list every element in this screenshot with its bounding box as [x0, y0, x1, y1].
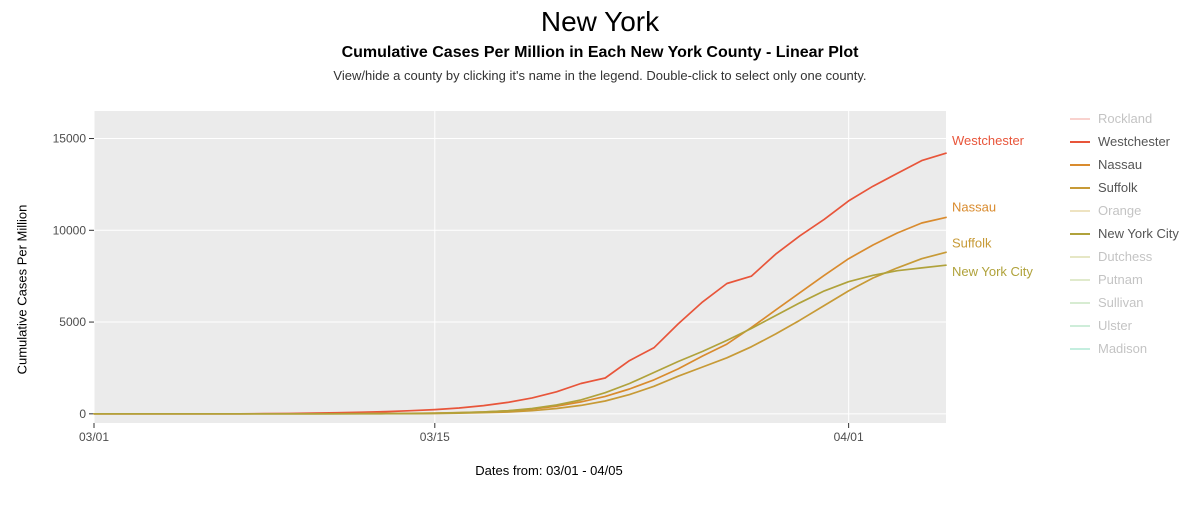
legend-item-new-york-city[interactable]: New York City — [1070, 226, 1188, 241]
series-end-label-westchester: Westchester — [952, 133, 1025, 148]
legend-swatch — [1070, 141, 1090, 143]
legend-item-madison[interactable]: Madison — [1070, 341, 1188, 356]
legend-item-putnam[interactable]: Putnam — [1070, 272, 1188, 287]
legend-label: Rockland — [1098, 111, 1152, 126]
y-tick-label: 5000 — [59, 315, 86, 329]
legend-item-rockland[interactable]: Rockland — [1070, 111, 1188, 126]
legend-swatch — [1070, 118, 1090, 120]
legend-item-nassau[interactable]: Nassau — [1070, 157, 1188, 172]
y-axis-title: Cumulative Cases Per Million — [15, 205, 30, 375]
y-tick-label: 15000 — [53, 132, 87, 146]
series-end-label-nassau: Nassau — [952, 199, 996, 214]
legend-label: Putnam — [1098, 272, 1143, 287]
legend-label: Sullivan — [1098, 295, 1144, 310]
legend-label: Orange — [1098, 203, 1141, 218]
chart-hint: View/hide a county by clicking it's name… — [0, 68, 1200, 83]
y-axis-title-wrap: Cumulative Cases Per Million — [8, 101, 36, 478]
x-axis-title: Dates from: 03/01 - 04/05 — [36, 463, 1062, 478]
legend-swatch — [1070, 325, 1090, 327]
line-chart-svg: 0 5000 10000 15000 03/01 03/15 04/01 Westcheste… — [36, 101, 1056, 461]
legend-swatch — [1070, 302, 1090, 304]
legend-item-westchester[interactable]: Westchester — [1070, 134, 1188, 149]
legend-swatch — [1070, 187, 1090, 189]
legend-label: Ulster — [1098, 318, 1132, 333]
legend-label: Suffolk — [1098, 180, 1138, 195]
legend-swatch — [1070, 279, 1090, 281]
legend-item-sullivan[interactable]: Sullivan — [1070, 295, 1188, 310]
legend-swatch — [1070, 256, 1090, 258]
legend-label: Westchester — [1098, 134, 1170, 149]
x-tick-label: 03/01 — [79, 430, 109, 444]
legend-label: New York City — [1098, 226, 1179, 241]
legend-item-suffolk[interactable]: Suffolk — [1070, 180, 1188, 195]
legend-label: Nassau — [1098, 157, 1142, 172]
y-tick-label: 0 — [79, 407, 86, 421]
legend-swatch — [1070, 348, 1090, 350]
legend-label: Dutchess — [1098, 249, 1152, 264]
y-tick-label: 10000 — [53, 223, 87, 237]
titles-block: New York Cumulative Cases Per Million in… — [0, 0, 1200, 83]
page-root: New York Cumulative Cases Per Million in… — [0, 0, 1200, 514]
legend-item-ulster[interactable]: Ulster — [1070, 318, 1188, 333]
series-end-label-suffolk: Suffolk — [952, 235, 992, 250]
legend-swatch — [1070, 233, 1090, 235]
chart-subtitle: Cumulative Cases Per Million in Each New… — [0, 44, 1200, 62]
chart-row: Cumulative Cases Per Million 0 5000 10000 1… — [0, 101, 1200, 478]
x-tick-label: 03/15 — [420, 430, 450, 444]
legend-item-dutchess[interactable]: Dutchess — [1070, 249, 1188, 264]
legend-label: Madison — [1098, 341, 1147, 356]
legend-item-orange[interactable]: Orange — [1070, 203, 1188, 218]
legend-swatch — [1070, 164, 1090, 166]
page-title: New York — [0, 6, 1200, 38]
x-tick-label: 04/01 — [834, 430, 864, 444]
plot-panel — [94, 111, 946, 423]
legend: Rockland Westchester Nassau Suffolk Orange Ne… — [1062, 101, 1188, 478]
plot-area: 0 5000 10000 15000 03/01 03/15 04/01 Westcheste… — [36, 101, 1062, 478]
legend-swatch — [1070, 210, 1090, 212]
series-end-label-new-york-city: New York City — [952, 264, 1033, 279]
